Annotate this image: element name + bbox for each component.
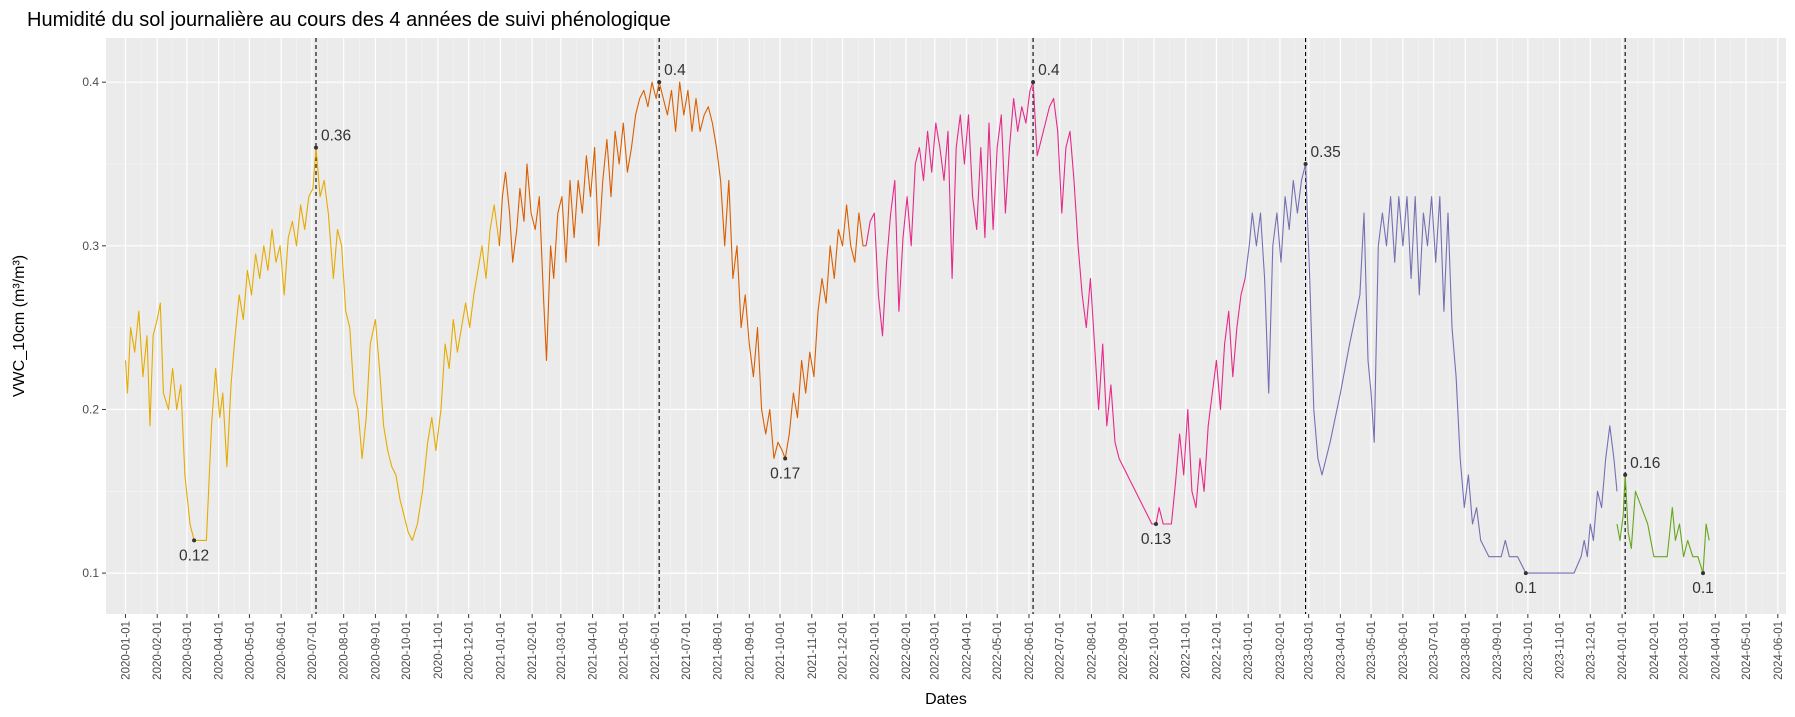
x-tick-label: 2022-12-01: [1211, 621, 1223, 680]
x-tick-label: 2022-05-01: [992, 621, 1004, 680]
x-tick-label: 2022-09-01: [1118, 621, 1130, 680]
annotation-point: [1303, 162, 1308, 166]
x-tick-label: 2020-11-01: [433, 621, 445, 679]
chart-title: Humidité du sol journalière au cours des…: [27, 9, 671, 31]
annotation-label: 0.4: [664, 62, 686, 79]
annotation-label: 0.16: [1630, 455, 1660, 472]
y-tick-label: 0.2: [82, 402, 99, 416]
x-tick-label: 2022-06-01: [1024, 621, 1036, 680]
x-tick-label: 2021-12-01: [838, 621, 850, 680]
y-tick-label: 0.4: [82, 75, 99, 89]
x-tick-label: 2020-09-01: [370, 621, 382, 680]
x-tick-label: 2021-07-01: [681, 621, 693, 680]
x-tick-label: 2022-04-01: [961, 621, 973, 680]
series-lines: [124, 81, 1710, 574]
annotation-label: 0.35: [1311, 144, 1341, 161]
annotation-label: 0.12: [179, 547, 209, 564]
x-tick-label: 2020-06-01: [276, 621, 288, 680]
x-tick-label: 2020-08-01: [339, 621, 351, 680]
x-tick-label: 2023-03-01: [1304, 621, 1316, 680]
x-tick-label: 2021-08-01: [713, 621, 725, 680]
annotation-point: [1523, 571, 1528, 576]
x-tick-label: 2021-01-01: [495, 621, 507, 680]
x-tick-label: 2021-04-01: [588, 621, 600, 680]
series-line-1: [124, 147, 500, 541]
x-tick-label: 2024-01-01: [1617, 621, 1629, 680]
x-tick-label: 2023-06-01: [1398, 621, 1410, 680]
x-tick-label: 2022-11-01: [1181, 621, 1193, 679]
x-tick-label: 2020-02-01: [152, 621, 164, 680]
x-tick-label: 2022-07-01: [1055, 621, 1067, 680]
x-tick-label: 2020-03-01: [182, 621, 194, 680]
x-tick-label: 2020-04-01: [214, 621, 226, 680]
x-tick-label: 2022-02-01: [901, 621, 913, 680]
annotation-point: [1701, 571, 1706, 576]
x-tick-label: 2023-09-01: [1492, 621, 1504, 680]
x-tick-label: 2021-11-01: [807, 621, 819, 679]
x-tick-label: 2024-05-01: [1741, 621, 1753, 680]
x-axis-title: Dates: [925, 691, 967, 708]
x-tick-label: 2023-05-01: [1366, 621, 1378, 680]
annotation-point: [657, 80, 662, 85]
annotation-point: [1623, 472, 1628, 477]
annotations: 0.12 0.36 0.4 0.17 0.4 0.13 0.35 0.1 0.16 0.1: [179, 62, 1714, 597]
x-tick-label: 2023-11-01: [1555, 621, 1567, 679]
x-tick-label: 2023-01-01: [1243, 621, 1255, 680]
plot-panel: [106, 38, 1786, 614]
annotation-point: [314, 145, 318, 150]
x-tick-label: 2023-10-01: [1523, 621, 1535, 680]
x-tick-label: 2021-09-01: [744, 621, 756, 680]
x-tick-label: 2020-12-01: [464, 621, 476, 680]
annotation-label: 0.36: [321, 128, 351, 145]
x-tick-label: 2021-10-01: [775, 621, 787, 680]
y-axis: 0.1 0.2 0.3 0.4: [82, 75, 106, 580]
x-tick-label: 2020-01-01: [120, 621, 132, 680]
annotation-label: 0.4: [1038, 62, 1060, 79]
annotation-point: [192, 538, 197, 543]
x-tick-label: 2021-06-01: [650, 621, 662, 680]
annotation-point: [783, 456, 788, 461]
x-tick-label: 2022-10-01: [1149, 621, 1161, 680]
annotation-point: [1031, 80, 1036, 85]
series-line-4: [1244, 163, 1618, 574]
series-line-2: [498, 81, 867, 460]
x-tick-label: 2021-05-01: [618, 621, 630, 680]
x-tick-label: 2024-03-01: [1679, 621, 1691, 680]
annotation-label: 0.13: [1141, 531, 1171, 548]
x-tick-label: 2023-02-01: [1275, 621, 1287, 680]
x-tick-label: 2024-04-01: [1710, 621, 1722, 680]
annotation-label: 0.17: [770, 466, 800, 483]
y-tick-label: 0.1: [82, 566, 99, 580]
series-line-3: [865, 81, 1246, 525]
x-tick-label: 2024-06-01: [1773, 621, 1785, 680]
x-tick-label: 2022-03-01: [930, 621, 942, 680]
series-line-5: [1616, 474, 1710, 574]
x-tick-label: 2023-07-01: [1429, 621, 1441, 680]
grid-lines: [106, 38, 1786, 614]
x-axis: 2020-01-01 2020-02-01 2020-03-01 2020-04-01…: [120, 614, 1785, 680]
y-axis-title: VWC_10cm (m³/m³): [11, 255, 28, 397]
x-tick-label: 2022-01-01: [869, 621, 881, 680]
x-tick-label: 2021-03-01: [556, 621, 568, 680]
vertical-reference-lines: [315, 38, 1626, 614]
x-tick-label: 2020-05-01: [244, 621, 256, 680]
annotation-label: 0.1: [1692, 580, 1714, 597]
x-tick-label: 2022-08-01: [1086, 621, 1098, 680]
x-tick-label: 2023-08-01: [1460, 621, 1472, 680]
x-tick-label: 2020-10-01: [401, 621, 413, 680]
annotation-label: 0.1: [1515, 580, 1537, 597]
x-tick-label: 2023-04-01: [1335, 621, 1347, 680]
x-tick-label: 2021-02-01: [527, 621, 539, 680]
y-tick-label: 0.3: [82, 239, 99, 253]
x-tick-label: 2020-07-01: [307, 621, 319, 680]
x-tick-label: 2023-12-01: [1585, 621, 1597, 680]
x-tick-label: 2024-02-01: [1649, 621, 1661, 680]
annotation-point: [1154, 522, 1158, 526]
